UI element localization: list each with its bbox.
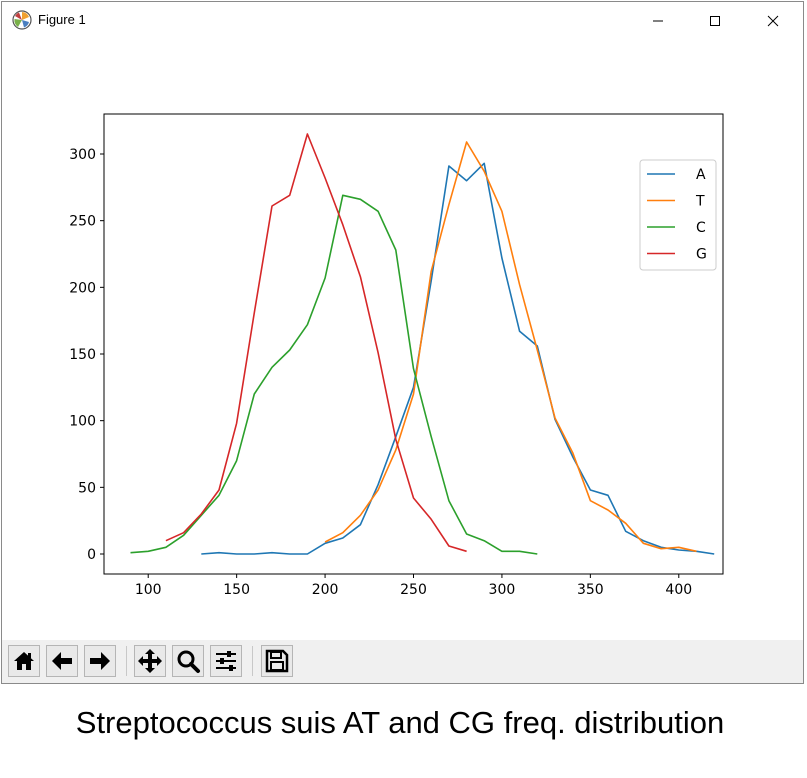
- back-button[interactable]: [46, 645, 78, 677]
- configure-subplots-icon: [216, 651, 236, 671]
- y-tick-label: 200: [69, 280, 96, 296]
- close-button[interactable]: [744, 2, 802, 40]
- legend-box: [639, 159, 717, 271]
- maximize-icon: [710, 16, 720, 26]
- x-tick-label: 200: [312, 582, 339, 598]
- x-tick-label: 300: [489, 582, 516, 598]
- figure-window: Figure 1 100 150 200 250 300 350 400 0 50 100 150 2…: [1, 1, 804, 684]
- plot-frame: [103, 113, 724, 575]
- y-tick-label: 0: [87, 547, 96, 563]
- forward-button[interactable]: [84, 645, 116, 677]
- y-tick-label: 250: [69, 214, 96, 230]
- y-tick-label: 150: [69, 347, 96, 363]
- x-tick-label: 250: [400, 582, 427, 598]
- series-line-C: [130, 194, 538, 555]
- legend-label-G: G: [696, 247, 707, 263]
- home-button[interactable]: [8, 645, 40, 677]
- title-bar[interactable]: Figure 1: [2, 2, 803, 40]
- x-tick-label: 100: [135, 582, 162, 598]
- legend-label-A: A: [696, 167, 706, 183]
- pan-icon: [138, 649, 162, 673]
- matplotlib-logo-icon: [12, 10, 32, 30]
- minimize-button[interactable]: [629, 2, 687, 40]
- y-tick-label: 50: [78, 480, 96, 496]
- pan-button[interactable]: [134, 645, 166, 677]
- line-chart: 100 150 200 250 300 350 400 0 50 100 150 200 250 300 A…: [69, 113, 724, 598]
- home-icon: [14, 652, 34, 670]
- configure-subplots-button[interactable]: [210, 645, 242, 677]
- close-icon: [767, 15, 779, 27]
- series-line-T: [324, 141, 697, 553]
- y-tick-label: 100: [69, 414, 96, 430]
- series-line-G: [165, 133, 467, 553]
- x-tick-label: 350: [577, 582, 604, 598]
- navigation-toolbar: [2, 640, 803, 683]
- legend-label-C: C: [696, 220, 706, 236]
- figure-caption: Streptococcus suis AT and CG freq. distr…: [75, 705, 725, 740]
- window-title: Figure 1: [38, 12, 86, 27]
- save-icon: [265, 649, 289, 673]
- x-tick-label: 150: [223, 582, 250, 598]
- maximize-button[interactable]: [686, 2, 744, 40]
- toolbar-separator: [252, 646, 253, 676]
- forward-arrow-icon: [90, 652, 110, 670]
- save-button[interactable]: [261, 645, 293, 677]
- toolbar-separator: [126, 646, 127, 676]
- zoom-button[interactable]: [172, 645, 204, 677]
- legend-label-T: T: [695, 194, 705, 210]
- back-arrow-icon: [52, 652, 72, 670]
- minimize-icon: [653, 20, 663, 22]
- zoom-icon: [177, 650, 200, 673]
- plot-canvas[interactable]: 100 150 200 250 300 350 400 0 50 100 150 200 250 300 A…: [2, 40, 803, 640]
- x-tick-label: 400: [665, 582, 692, 598]
- y-tick-label: 300: [69, 147, 96, 163]
